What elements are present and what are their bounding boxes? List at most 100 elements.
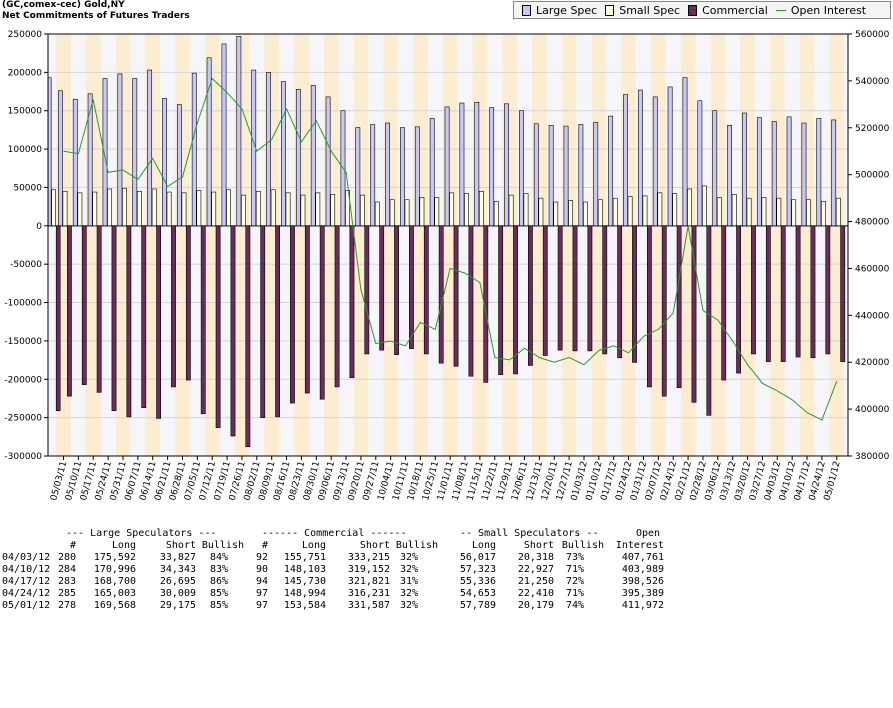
cell-row-date: 05/01/12 xyxy=(2,600,51,611)
cell-commercial-bullish: 31% xyxy=(399,576,418,587)
bar-large-spec xyxy=(652,96,658,227)
table-row: 05/01/12 278 169,568 29,175 85% 97 153,584 331,… xyxy=(0,600,664,612)
cell-small-short: 21,250 xyxy=(517,576,554,587)
bar-large-spec xyxy=(295,88,301,227)
bar-small-spec xyxy=(746,197,752,227)
bar-large-spec xyxy=(593,121,599,227)
bar-commercial xyxy=(542,225,548,356)
cell-large-bullish: 86% xyxy=(209,576,228,587)
bar-large-spec xyxy=(786,116,792,227)
bar-large-spec xyxy=(667,86,673,227)
bar-small-spec xyxy=(464,193,469,227)
bar-commercial xyxy=(55,225,61,412)
cell-large-bullish: 85% xyxy=(209,588,228,599)
cell-commercial-short: 316,231 xyxy=(347,588,390,599)
legend-item-large-spec: Large Spec xyxy=(522,4,597,17)
cell-large-long: 169,568 xyxy=(93,600,136,611)
bar-commercial xyxy=(751,225,756,355)
bar-large-spec xyxy=(712,110,718,227)
legend-swatch-small-spec xyxy=(605,4,615,16)
bar-large-spec xyxy=(682,77,688,227)
bar-commercial xyxy=(185,225,191,381)
bar-small-spec xyxy=(241,194,246,227)
cell-small-short: 20,318 xyxy=(517,552,554,563)
bar-commercial xyxy=(96,225,102,393)
bar-small-spec xyxy=(821,200,826,227)
bar-large-spec xyxy=(563,125,569,227)
bar-small-spec xyxy=(672,193,678,227)
cell-commercial-count: 94 xyxy=(255,576,268,587)
bar-large-spec xyxy=(444,106,450,227)
left-axis-tick-label: -250000 xyxy=(4,414,42,424)
bar-commercial xyxy=(498,225,504,375)
cell-commercial-long: 148,103 xyxy=(283,564,326,575)
bar-commercial xyxy=(736,225,742,374)
cell-commercial-count: 90 xyxy=(255,564,268,575)
col-header-small-short: Short xyxy=(523,540,554,551)
bar-small-spec xyxy=(687,188,692,227)
bar-small-spec xyxy=(211,191,217,227)
cell-small-bullish: 73% xyxy=(565,552,584,563)
bar-commercial xyxy=(319,225,325,400)
bar-commercial xyxy=(468,225,474,377)
col-header-commercial-short: Short xyxy=(359,540,390,551)
bar-commercial xyxy=(765,225,771,362)
bar-small-spec xyxy=(122,187,127,227)
cell-small-bullish: 71% xyxy=(565,564,584,575)
cell-row-date: 04/10/12 xyxy=(2,564,51,575)
bar-large-spec xyxy=(87,93,93,227)
cell-small-long: 56,017 xyxy=(459,552,496,563)
cell-large-long: 170,996 xyxy=(93,564,136,575)
bar-commercial xyxy=(275,225,280,418)
bar-commercial xyxy=(126,225,132,418)
bar-commercial xyxy=(423,225,429,355)
bar-small-spec xyxy=(538,197,544,227)
bar-large-spec xyxy=(370,124,376,227)
bar-large-spec xyxy=(191,72,197,227)
legend-label-large-spec: Large Spec xyxy=(536,3,598,17)
bar-small-spec xyxy=(226,189,231,227)
cell-large-long: 168,700 xyxy=(93,576,136,587)
cell-large-count: 280 xyxy=(57,552,76,563)
cell-row-date: 04/17/12 xyxy=(2,576,51,587)
bar-large-spec xyxy=(727,125,733,227)
cell-commercial-short: 319,152 xyxy=(347,564,390,575)
cell-large-count: 278 xyxy=(57,600,76,611)
bar-large-spec xyxy=(801,122,807,227)
left-axis-tick-label: 50000 xyxy=(13,183,42,193)
cell-large-long: 175,592 xyxy=(93,552,136,563)
bar-commercial xyxy=(721,225,727,381)
cell-large-short: 33,827 xyxy=(159,552,196,563)
bar-small-spec xyxy=(374,201,380,227)
legend-swatch-large-spec xyxy=(522,4,531,16)
bar-small-spec xyxy=(107,188,113,227)
bar-commercial xyxy=(661,225,667,397)
bar-large-spec xyxy=(102,78,108,227)
bar-small-spec xyxy=(806,199,811,227)
bar-commercial xyxy=(141,225,147,408)
cell-commercial-bullish: 32% xyxy=(399,552,418,563)
bar-small-spec xyxy=(731,194,737,227)
bar-commercial xyxy=(409,225,414,349)
bar-large-spec xyxy=(400,127,405,227)
cell-commercial-long: 145,730 xyxy=(283,576,326,587)
left-axis-tick-label: 100000 xyxy=(8,145,43,155)
cell-commercial-bullish: 32% xyxy=(399,588,418,599)
bar-commercial xyxy=(364,225,370,355)
cell-open-interest: 411,972 xyxy=(621,600,664,611)
bar-large-spec xyxy=(57,90,63,227)
cell-large-bullish: 85% xyxy=(209,600,228,611)
bar-small-spec xyxy=(702,185,707,227)
bar-small-spec xyxy=(136,190,142,227)
bar-small-spec xyxy=(553,201,559,227)
table-row: 04/03/12 280 175,592 33,827 84% 92 155,751 333,… xyxy=(0,552,664,564)
bar-large-spec xyxy=(325,96,331,227)
bar-small-spec xyxy=(300,194,306,227)
bar-small-spec xyxy=(791,199,797,227)
right-axis-tick-label: 500000 xyxy=(855,171,890,181)
cell-commercial-short: 333,215 xyxy=(347,552,390,563)
bar-commercial xyxy=(200,225,206,415)
cell-commercial-count: 92 xyxy=(255,552,268,563)
left-axis-tick-label: -300000 xyxy=(4,452,42,462)
cell-open-interest: 403,989 xyxy=(621,564,664,575)
